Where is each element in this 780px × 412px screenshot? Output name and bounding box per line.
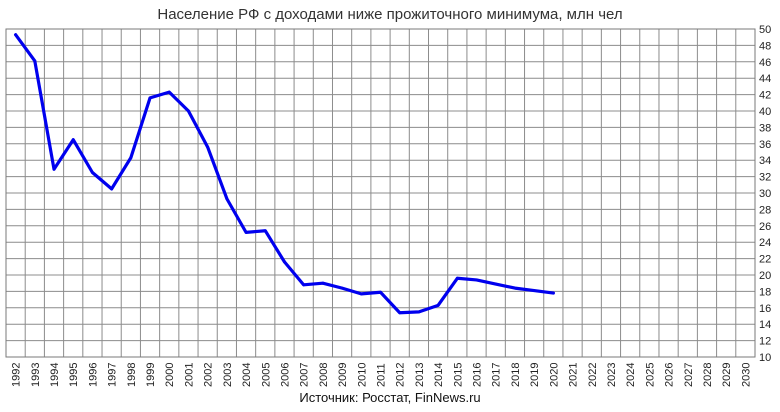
x-tick-label: 2022 — [587, 363, 599, 387]
x-tick-label: 2027 — [683, 363, 695, 387]
y-tick-label: 16 — [759, 303, 771, 315]
data-point — [206, 145, 210, 149]
data-point — [417, 310, 421, 314]
x-tick-label: 2018 — [510, 363, 522, 387]
data-point — [513, 286, 517, 290]
x-tick-label: 2012 — [395, 363, 407, 387]
data-point — [52, 167, 56, 171]
data-point — [148, 96, 152, 100]
y-tick-label: 30 — [759, 188, 771, 200]
data-point — [475, 278, 478, 282]
data-point — [91, 171, 94, 174]
data-point — [71, 138, 75, 142]
y-tick-label: 42 — [759, 90, 771, 102]
data-point — [302, 283, 306, 287]
x-tick-label: 2015 — [452, 363, 464, 387]
x-tick-label: 2001 — [183, 363, 195, 387]
data-point — [532, 289, 536, 292]
data-point — [436, 303, 440, 307]
data-point — [263, 229, 267, 233]
x-tick-label: 2005 — [260, 363, 272, 387]
y-tick-label: 10 — [759, 352, 771, 364]
series-line — [14, 33, 555, 315]
data-point — [244, 230, 248, 234]
data-point — [167, 90, 171, 94]
x-tick-label: 1995 — [68, 363, 80, 387]
x-tick-label: 2025 — [644, 363, 656, 387]
x-tick-label: 2026 — [664, 363, 676, 387]
y-tick-label: 18 — [759, 286, 771, 298]
x-tick-label: 1994 — [49, 363, 61, 387]
y-tick-label: 38 — [759, 122, 771, 134]
x-tick-label: 2028 — [702, 363, 714, 387]
data-point — [33, 59, 37, 63]
y-tick-label: 44 — [759, 73, 771, 85]
x-tick-label: 2021 — [568, 363, 580, 387]
data-point — [359, 292, 363, 296]
x-tick-label: 2000 — [164, 363, 176, 387]
x-tick-label: 2023 — [606, 363, 618, 387]
data-point — [187, 109, 190, 113]
x-tick-label: 2006 — [279, 363, 291, 387]
y-tick-label: 28 — [759, 204, 771, 216]
x-tick-label: 2019 — [529, 363, 541, 387]
x-tick-label: 2010 — [356, 363, 368, 387]
data-point — [398, 311, 402, 315]
data-point — [110, 187, 114, 191]
x-tick-label: 1997 — [107, 363, 119, 387]
data-point — [283, 260, 286, 264]
x-tick-label: 1998 — [126, 363, 138, 387]
plot-area-border — [5, 28, 756, 358]
grid-lines — [5, 28, 756, 358]
chart-title: Население РФ с доходами ниже прожиточног… — [157, 6, 623, 23]
y-tick-label: 40 — [759, 106, 771, 118]
x-tick-label: 1993 — [30, 363, 42, 387]
x-tick-label: 2016 — [472, 363, 484, 387]
data-point — [14, 33, 18, 37]
y-tick-label: 50 — [759, 24, 771, 36]
x-tick-label: 2014 — [433, 363, 445, 387]
chart-source: Источник: Росстат, FinNews.ru — [299, 390, 481, 405]
x-tick-label: 2008 — [318, 363, 330, 387]
y-tick-label: 20 — [759, 270, 771, 282]
data-point — [494, 282, 498, 286]
y-tick-label: 48 — [759, 40, 771, 52]
x-tick-label: 2003 — [222, 363, 234, 387]
x-tick-label: 2020 — [548, 363, 560, 387]
data-point — [551, 291, 555, 295]
y-tick-label: 22 — [759, 254, 771, 266]
x-tick-label: 2002 — [203, 363, 215, 387]
x-tick-label: 2029 — [721, 363, 733, 387]
x-tick-label: 2030 — [740, 363, 752, 387]
x-tick-label: 2024 — [625, 363, 637, 387]
data-point — [321, 281, 325, 285]
data-point — [129, 156, 133, 160]
y-tick-label: 24 — [759, 237, 771, 249]
data-point — [379, 290, 382, 294]
x-tick-label: 2007 — [299, 363, 311, 387]
x-tick-label: 1996 — [87, 363, 99, 387]
x-tick-label: 1999 — [145, 363, 157, 387]
x-tick-label: 2009 — [337, 363, 349, 387]
x-tick-label: 2013 — [414, 363, 426, 387]
y-tick-label: 14 — [759, 319, 771, 331]
data-point — [340, 286, 344, 290]
data-point — [455, 276, 459, 280]
x-tick-label: 1992 — [11, 363, 23, 387]
x-tick-label: 2004 — [241, 363, 253, 387]
x-tick-label: 2011 — [376, 363, 388, 387]
y-tick-label: 34 — [759, 155, 771, 167]
y-tick-label: 36 — [759, 139, 771, 151]
y-tick-label: 26 — [759, 221, 771, 233]
y-tick-label: 32 — [759, 172, 771, 184]
y-tick-label: 12 — [759, 336, 771, 348]
x-tick-label: 2017 — [491, 363, 503, 387]
data-point — [225, 197, 229, 201]
y-tick-label: 46 — [759, 57, 771, 69]
